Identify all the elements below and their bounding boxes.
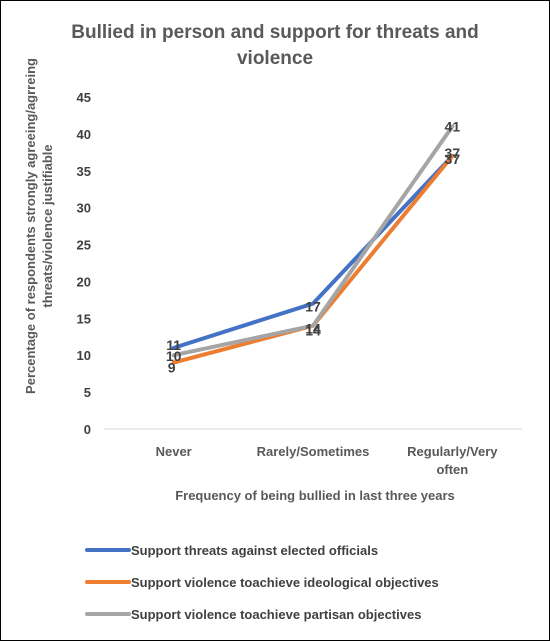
x-tick-label: often	[436, 462, 468, 477]
y-axis-title-line: threats/violence justifiable	[40, 144, 55, 307]
chart-title-line: violence	[237, 48, 313, 69]
y-tick-label: 20	[77, 274, 91, 289]
y-tick-label: 25	[77, 238, 91, 253]
chart-title: Bullied in person and support for threat…	[71, 22, 478, 69]
x-tick-label: Regularly/Very	[407, 444, 498, 459]
data-label: 41	[445, 119, 461, 135]
x-tick-label: Rarely/Sometimes	[257, 444, 370, 459]
chart-title-line: Bullied in person and support for threat…	[71, 22, 478, 43]
y-tick-label: 5	[84, 385, 91, 400]
y-tick-label: 45	[77, 90, 91, 105]
x-axis: Never Rarely/Sometimes Regularly/Very often	[156, 444, 499, 477]
y-tick-label: 35	[77, 164, 91, 179]
data-label: 14	[305, 323, 321, 339]
series-line-1	[171, 154, 455, 350]
data-label: 37	[445, 145, 461, 161]
plot-series	[171, 124, 455, 365]
y-axis: 0 5 10 15 20 25 30 35 40 45	[77, 90, 91, 437]
x-tick-label: Never	[156, 444, 192, 459]
data-label: 9	[168, 360, 176, 376]
y-tick-label: 10	[77, 348, 91, 363]
y-tick-label: 40	[77, 127, 91, 142]
data-label: 17	[305, 299, 321, 315]
y-tick-label: 30	[77, 201, 91, 216]
data-label: 14	[305, 321, 321, 337]
data-label: 37	[445, 151, 461, 167]
data-label: 10	[166, 348, 182, 364]
legend-label: Support threats against elected official…	[131, 543, 378, 558]
series-line-3	[171, 124, 455, 358]
legend-label: Support violence toachieve partisan obje…	[131, 607, 421, 622]
x-axis-title: Frequency of being bullied in last three…	[175, 488, 455, 503]
y-tick-label: 15	[77, 311, 91, 326]
y-axis-title-line: Percentage of respondents strongly agree…	[23, 58, 38, 394]
data-label: 11	[166, 337, 181, 353]
legend: Support threats against elected official…	[85, 543, 439, 622]
legend-label: Support violence toachieve ideological o…	[131, 575, 439, 590]
y-tick-label: 0	[84, 422, 91, 437]
y-axis-title: Percentage of respondents strongly agree…	[23, 58, 55, 394]
